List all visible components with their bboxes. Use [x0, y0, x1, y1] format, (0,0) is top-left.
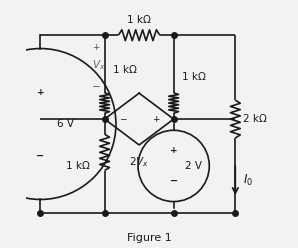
Text: −: − [91, 82, 100, 92]
Text: $2V_x$: $2V_x$ [129, 155, 149, 169]
Text: +: + [152, 115, 159, 124]
Text: +: + [170, 147, 178, 155]
Text: 6 V: 6 V [57, 119, 74, 129]
Text: 1 kΩ: 1 kΩ [66, 161, 90, 171]
Text: 2 V: 2 V [185, 161, 202, 171]
Text: +: + [92, 43, 100, 52]
Text: 1 kΩ: 1 kΩ [127, 15, 151, 25]
Text: Figure 1: Figure 1 [127, 233, 171, 243]
Text: 2 kΩ: 2 kΩ [243, 114, 267, 124]
Text: $V_x$: $V_x$ [92, 58, 105, 72]
Text: −: − [36, 151, 45, 161]
Text: −: − [119, 115, 126, 124]
Text: 1 kΩ: 1 kΩ [113, 65, 137, 75]
Text: −: − [170, 176, 178, 186]
Text: $I_0$: $I_0$ [243, 173, 253, 188]
Text: +: + [37, 88, 44, 97]
Text: 1 kΩ: 1 kΩ [182, 72, 206, 82]
